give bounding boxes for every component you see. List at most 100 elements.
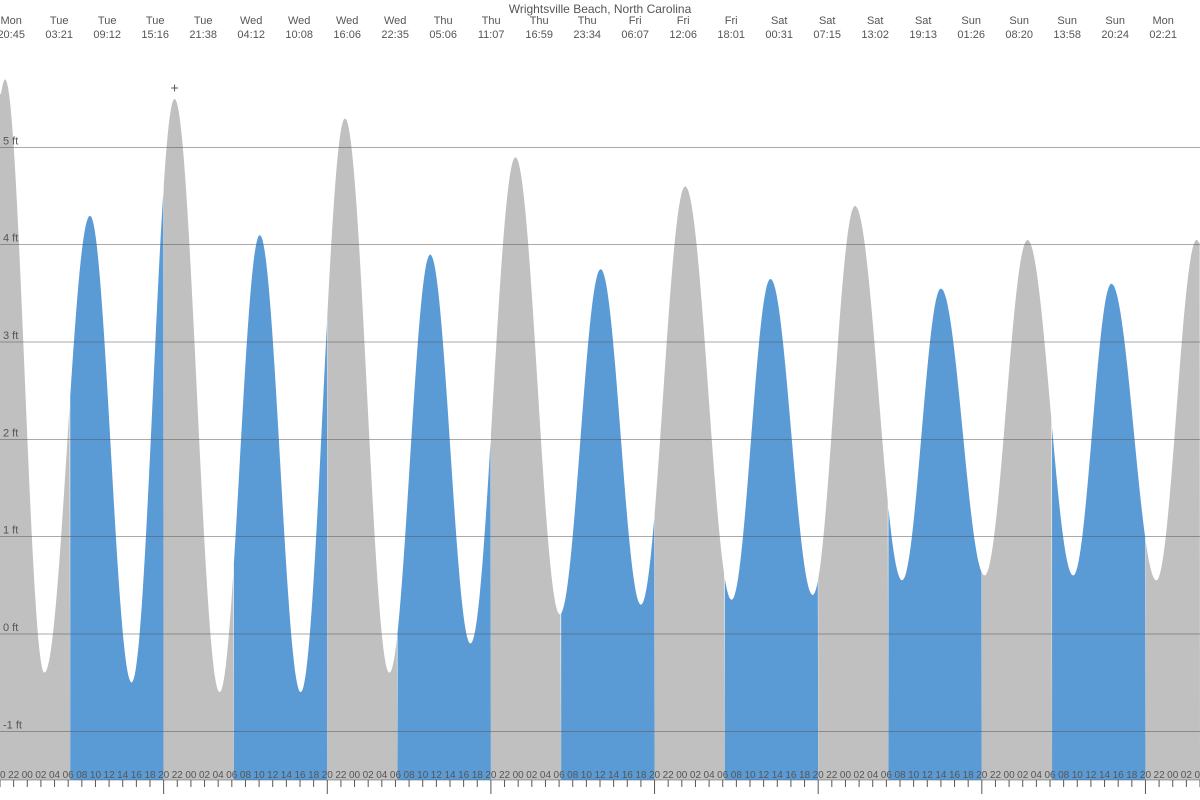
svg-text:00: 00: [1167, 770, 1179, 781]
svg-text:06:07: 06:07: [621, 29, 649, 41]
svg-text:14: 14: [935, 770, 947, 781]
svg-text:06: 06: [226, 770, 238, 781]
svg-text:11:07: 11:07: [478, 29, 505, 41]
svg-text:Wed: Wed: [288, 15, 310, 27]
svg-text:Thu: Thu: [578, 15, 597, 27]
svg-text:04: 04: [213, 770, 225, 781]
svg-text:06: 06: [881, 770, 893, 781]
svg-text:00: 00: [513, 770, 525, 781]
svg-text:20: 20: [1140, 770, 1152, 781]
svg-text:3 ft: 3 ft: [3, 330, 18, 342]
svg-text:+: +: [170, 80, 178, 96]
svg-text:02: 02: [854, 770, 866, 781]
svg-text:05:06: 05:06: [429, 29, 457, 41]
svg-text:22: 22: [1154, 770, 1166, 781]
svg-text:22: 22: [8, 770, 20, 781]
svg-text:18: 18: [963, 770, 975, 781]
svg-text:02: 02: [35, 770, 47, 781]
svg-text:02: 02: [363, 770, 375, 781]
svg-text:Tue: Tue: [50, 15, 69, 27]
svg-text:Thu: Thu: [482, 15, 501, 27]
svg-text:Sat: Sat: [915, 15, 932, 27]
svg-text:20: 20: [485, 770, 497, 781]
svg-text:22: 22: [990, 770, 1002, 781]
svg-text:00: 00: [676, 770, 688, 781]
svg-text:10: 10: [254, 770, 266, 781]
svg-text:Sun: Sun: [1057, 15, 1077, 27]
svg-text:02: 02: [690, 770, 702, 781]
svg-text:23:34: 23:34: [573, 29, 601, 41]
svg-text:12:06: 12:06: [669, 29, 697, 41]
svg-text:02: 02: [1181, 770, 1193, 781]
svg-text:22: 22: [172, 770, 184, 781]
svg-text:Thu: Thu: [434, 15, 453, 27]
svg-text:22: 22: [826, 770, 838, 781]
svg-text:04: 04: [540, 770, 552, 781]
svg-text:20: 20: [976, 770, 988, 781]
svg-text:20: 20: [322, 770, 334, 781]
svg-text:06: 06: [63, 770, 75, 781]
svg-text:02:21: 02:21: [1149, 29, 1177, 41]
svg-text:08: 08: [404, 770, 416, 781]
svg-text:04: 04: [704, 770, 716, 781]
svg-text:Thu: Thu: [530, 15, 549, 27]
svg-text:08:20: 08:20: [1005, 29, 1033, 41]
svg-text:08: 08: [894, 770, 906, 781]
svg-text:-1 ft: -1 ft: [3, 719, 22, 731]
svg-text:Tue: Tue: [194, 15, 213, 27]
svg-text:14: 14: [1099, 770, 1111, 781]
svg-text:20: 20: [813, 770, 825, 781]
svg-text:10:08: 10:08: [285, 29, 313, 41]
svg-text:08: 08: [240, 770, 252, 781]
svg-text:07:15: 07:15: [813, 29, 841, 41]
svg-text:Tue: Tue: [146, 15, 165, 27]
svg-text:12: 12: [1085, 770, 1097, 781]
svg-text:16:06: 16:06: [333, 29, 361, 41]
svg-text:09:12: 09:12: [93, 29, 121, 41]
svg-text:18: 18: [144, 770, 156, 781]
svg-text:08: 08: [567, 770, 579, 781]
svg-text:10: 10: [908, 770, 920, 781]
svg-text:04: 04: [867, 770, 879, 781]
svg-text:14: 14: [444, 770, 456, 781]
svg-text:06: 06: [1044, 770, 1056, 781]
svg-text:22: 22: [335, 770, 347, 781]
svg-text:14: 14: [117, 770, 129, 781]
svg-text:10: 10: [581, 770, 593, 781]
svg-text:00: 00: [840, 770, 852, 781]
svg-text:Mon: Mon: [1152, 15, 1173, 27]
svg-text:22:35: 22:35: [381, 29, 409, 41]
svg-text:20: 20: [158, 770, 170, 781]
svg-text:12: 12: [922, 770, 934, 781]
svg-text:20:24: 20:24: [1101, 29, 1129, 41]
tide-chart: Wrightsville Beach, North Carolina -1 ft…: [0, 0, 1200, 800]
svg-text:18: 18: [472, 770, 484, 781]
svg-text:10: 10: [90, 770, 102, 781]
svg-text:06: 06: [717, 770, 729, 781]
svg-text:18:01: 18:01: [717, 29, 745, 41]
svg-text:Sat: Sat: [819, 15, 836, 27]
svg-text:08: 08: [76, 770, 88, 781]
svg-text:21:38: 21:38: [189, 29, 217, 41]
svg-text:13:58: 13:58: [1053, 29, 1081, 41]
svg-text:19:13: 19:13: [909, 29, 937, 41]
svg-text:12: 12: [431, 770, 443, 781]
svg-text:12: 12: [594, 770, 606, 781]
svg-text:04:12: 04:12: [237, 29, 265, 41]
svg-text:16: 16: [785, 770, 797, 781]
svg-text:5 ft: 5 ft: [3, 135, 18, 147]
svg-text:14: 14: [281, 770, 293, 781]
svg-text:18: 18: [799, 770, 811, 781]
svg-text:15:16: 15:16: [141, 29, 169, 41]
svg-text:Sat: Sat: [867, 15, 884, 27]
svg-text:04: 04: [376, 770, 388, 781]
svg-text:Sun: Sun: [1009, 15, 1029, 27]
svg-text:02: 02: [199, 770, 211, 781]
svg-text:10: 10: [744, 770, 756, 781]
svg-text:03:21: 03:21: [45, 29, 73, 41]
svg-text:16: 16: [458, 770, 470, 781]
svg-text:10: 10: [1072, 770, 1084, 781]
svg-text:16:59: 16:59: [525, 29, 553, 41]
svg-text:12: 12: [267, 770, 279, 781]
svg-text:Fri: Fri: [677, 15, 690, 27]
